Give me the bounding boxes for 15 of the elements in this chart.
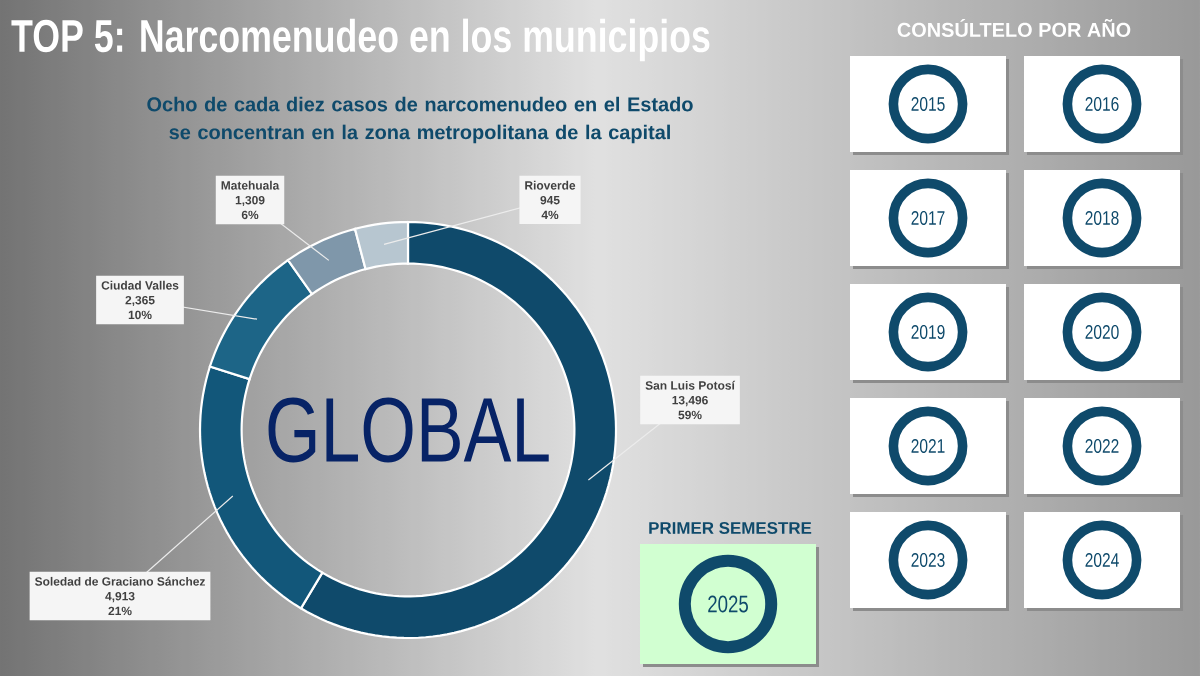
text: CONSÚLTELO POR AÑO xyxy=(897,19,1131,37)
text: 2018 xyxy=(1085,210,1119,226)
chart-subtitle: Ocho de cada diez casos de narcomenudeo en el Estado se concentran en la zona metropolitana de la capital xyxy=(147,96,693,144)
text: 2016 xyxy=(1085,96,1119,112)
text: 2024 xyxy=(1085,552,1119,568)
text: 2017 xyxy=(911,210,945,226)
text: 2020 xyxy=(1085,324,1119,340)
text: 2019 xyxy=(911,324,945,340)
text: PRIMER SEMESTRE xyxy=(649,522,812,534)
text: 2022 xyxy=(1085,438,1119,454)
text: 2015 xyxy=(911,96,945,112)
text: 2025 xyxy=(708,595,748,613)
text: 2023 xyxy=(911,552,945,568)
text: 2021 xyxy=(911,438,945,454)
text: GLOBAL xyxy=(268,397,549,463)
